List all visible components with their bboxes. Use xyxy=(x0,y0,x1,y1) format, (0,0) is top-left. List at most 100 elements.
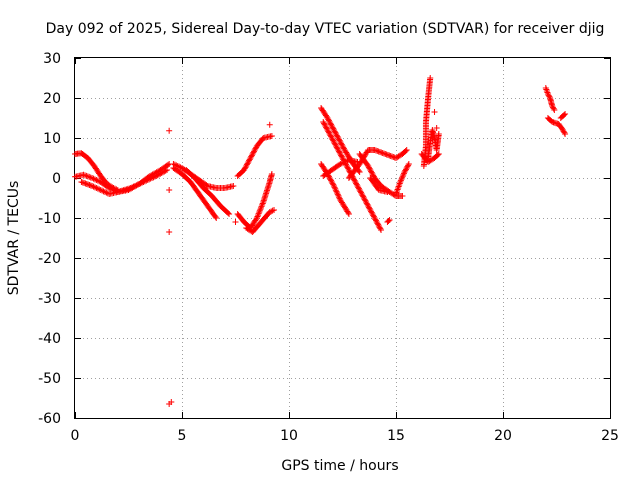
data-point xyxy=(336,137,343,144)
data-point xyxy=(340,159,347,166)
data-point xyxy=(559,127,566,133)
data-point xyxy=(230,183,237,189)
data-point xyxy=(370,212,377,219)
data-point xyxy=(251,148,258,155)
data-point xyxy=(351,177,358,184)
x-tick-label: 5 xyxy=(178,428,187,444)
data-point xyxy=(345,167,352,173)
data-point xyxy=(434,152,441,158)
data-point xyxy=(355,184,362,191)
data-point xyxy=(333,144,340,151)
data-point xyxy=(365,164,372,171)
data-point xyxy=(560,112,567,118)
data-point xyxy=(562,131,569,137)
data-point xyxy=(405,162,412,169)
data-point xyxy=(370,172,377,179)
data-point xyxy=(384,189,391,195)
data-point xyxy=(203,182,210,189)
data-point xyxy=(356,187,363,193)
data-point xyxy=(251,147,258,153)
data-points xyxy=(72,75,569,407)
chart-title: Day 092 of 2025, Sidereal Day-to-day VTE… xyxy=(46,21,605,37)
data-point xyxy=(90,175,97,182)
data-point xyxy=(166,187,173,193)
data-point xyxy=(97,187,104,193)
data-point xyxy=(258,203,265,210)
data-point xyxy=(350,176,357,183)
y-tick-label: -30 xyxy=(38,291,61,307)
data-point xyxy=(431,109,438,115)
data-point xyxy=(326,119,333,125)
x-tick-label: 25 xyxy=(601,428,619,444)
data-point xyxy=(368,169,375,176)
data-point xyxy=(340,144,347,151)
data-point xyxy=(81,172,88,179)
data-point xyxy=(368,168,375,175)
data-point xyxy=(80,171,87,178)
data-point xyxy=(323,124,330,131)
data-point xyxy=(99,187,106,194)
data-point xyxy=(327,120,334,127)
data-point xyxy=(324,127,331,133)
data-point xyxy=(243,163,250,169)
data-point xyxy=(372,216,379,223)
data-point xyxy=(168,399,175,405)
data-point xyxy=(244,160,251,167)
data-point xyxy=(366,165,373,172)
data-point xyxy=(327,132,334,139)
data-point xyxy=(327,176,334,183)
data-point xyxy=(338,140,345,147)
data-point xyxy=(330,183,337,189)
data-point xyxy=(246,156,253,163)
data-point xyxy=(550,105,557,112)
data-point xyxy=(337,139,344,145)
data-point xyxy=(324,115,331,121)
x-tick-label: 20 xyxy=(494,428,512,444)
data-point xyxy=(259,200,266,207)
data-point xyxy=(560,128,567,135)
data-point xyxy=(243,161,250,168)
data-point xyxy=(268,133,275,139)
data-point xyxy=(141,178,148,185)
data-point xyxy=(359,192,366,199)
data-point xyxy=(405,161,412,167)
data-point xyxy=(330,127,337,133)
data-point xyxy=(345,165,352,172)
data-point xyxy=(320,120,327,127)
data-point xyxy=(375,223,382,229)
data-point xyxy=(363,200,370,207)
data-point xyxy=(362,197,369,204)
data-point xyxy=(93,177,100,183)
data-point xyxy=(268,171,275,177)
data-point xyxy=(337,161,344,167)
y-tick-label: 10 xyxy=(43,131,61,147)
data-point xyxy=(385,218,392,224)
y-tick-label: -10 xyxy=(38,211,61,227)
data-point xyxy=(335,135,342,141)
data-point xyxy=(339,155,346,161)
data-point xyxy=(143,177,150,184)
data-point xyxy=(127,185,134,191)
data-point xyxy=(129,184,136,191)
data-point xyxy=(89,175,96,181)
data-point xyxy=(326,175,333,181)
data-point xyxy=(562,111,569,117)
data-point xyxy=(361,196,368,203)
data-point xyxy=(130,183,137,190)
data-point xyxy=(427,75,434,81)
data-point xyxy=(398,176,405,183)
data-point xyxy=(335,147,342,153)
data-point xyxy=(256,207,263,214)
data-point xyxy=(335,136,342,143)
data-point xyxy=(333,188,340,195)
data-point xyxy=(544,91,551,97)
data-point xyxy=(336,194,343,201)
data-point xyxy=(363,199,370,205)
data-point xyxy=(334,145,341,152)
data-point xyxy=(549,104,556,111)
data-point xyxy=(103,189,110,196)
data-point xyxy=(340,145,347,152)
data-point xyxy=(343,163,350,169)
data-point xyxy=(334,190,341,196)
data-point xyxy=(402,148,409,154)
